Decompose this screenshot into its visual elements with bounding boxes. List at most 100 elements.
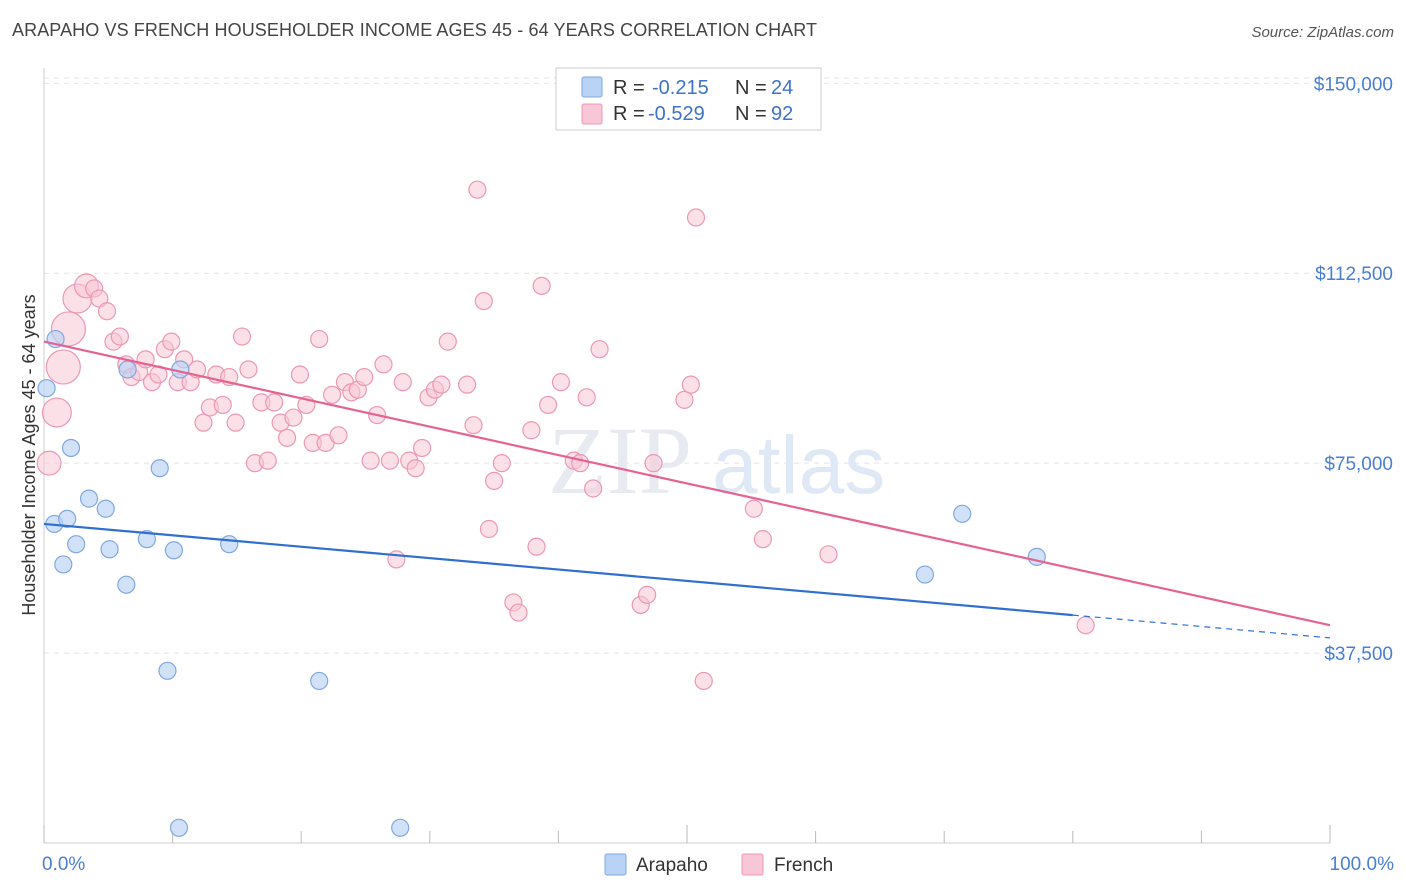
french-point — [532, 276, 551, 296]
arapaho-point — [150, 459, 169, 478]
watermark-atlas: atlas — [712, 420, 885, 511]
french-point — [213, 395, 232, 415]
french-point — [509, 603, 528, 622]
french-point — [527, 537, 546, 556]
bottom-legend-arapaho: Arapaho — [636, 855, 708, 876]
french-point — [686, 208, 706, 227]
x-tick-label: 100.0% — [1330, 854, 1395, 875]
french-point — [819, 545, 838, 564]
legend-r-value: -0.215 — [652, 77, 709, 99]
french-point — [474, 291, 493, 311]
french-point — [393, 373, 412, 392]
legend-n-value: 92 — [771, 103, 793, 125]
french-point — [110, 327, 129, 346]
arapaho-point — [58, 509, 77, 528]
french-point — [162, 332, 181, 351]
arapaho-point — [915, 565, 935, 584]
legend-swatch-arapaho — [581, 76, 603, 98]
french-point — [258, 451, 277, 470]
arapaho-point — [220, 535, 239, 554]
y-tick-label: $37,500 — [1324, 644, 1393, 665]
french-point — [322, 385, 342, 404]
legend-r-label: R = — [613, 103, 645, 125]
french-point — [644, 454, 663, 473]
y-tick-label: $150,000 — [1314, 74, 1393, 95]
arapaho-point — [391, 818, 410, 837]
french-point — [577, 388, 596, 407]
arapaho-series — [37, 329, 1046, 837]
arapaho-point — [61, 438, 81, 458]
french-trend-line — [43, 340, 1331, 627]
legend-n-label: N = — [735, 103, 767, 125]
french-point — [97, 302, 117, 321]
french-point — [1076, 616, 1095, 635]
french-point — [406, 459, 425, 478]
french-point — [485, 471, 504, 490]
chart-title: ARAPAHO VS FRENCH HOUSEHOLDER INCOME AGE… — [12, 20, 818, 40]
french-point — [361, 451, 380, 470]
french-point — [194, 413, 213, 432]
french-point — [584, 479, 603, 498]
french-point — [753, 530, 772, 549]
x-tick-labels: 0.0% 100.0% — [42, 854, 1394, 875]
arapaho-point — [137, 530, 156, 549]
french-point — [744, 499, 763, 518]
french-point — [522, 421, 541, 440]
source-credit: Source: ZipAtlas.com — [1251, 24, 1394, 41]
arapaho-point — [953, 504, 972, 523]
bottom-legend-swatch-arapaho — [604, 853, 627, 876]
arapaho-point — [100, 540, 119, 559]
french-point — [464, 416, 483, 435]
french-point — [412, 438, 432, 458]
french-point — [387, 550, 406, 569]
arapaho-point — [67, 535, 86, 554]
french-point — [329, 426, 348, 445]
french-point — [265, 393, 284, 412]
french-point — [226, 413, 245, 432]
french-point — [310, 329, 329, 349]
french-point — [284, 408, 303, 427]
arapaho-point — [37, 379, 56, 398]
french-point — [492, 454, 511, 473]
arapaho-trend-line — [43, 522, 1073, 617]
bottom-legend: Arapaho French — [604, 853, 833, 876]
watermark: ZIP atlas — [548, 407, 885, 514]
legend-n-value: 24 — [771, 77, 793, 99]
legend-n-label: N = — [735, 77, 767, 99]
french-series — [36, 180, 1095, 691]
x-tick-label: 0.0% — [42, 854, 85, 875]
y-axis-title: Householder Income Ages 45 - 64 years — [19, 294, 39, 615]
french-point — [36, 450, 62, 476]
french-point — [239, 360, 258, 379]
french-point — [694, 671, 713, 691]
french-point — [479, 519, 499, 539]
french-point — [232, 327, 252, 346]
french-point — [590, 340, 609, 359]
arapaho-point — [118, 360, 137, 379]
french-point — [638, 585, 657, 604]
french-point — [41, 397, 72, 428]
french-point — [45, 349, 81, 385]
french-point — [355, 367, 374, 387]
legend-swatch-french — [581, 103, 603, 125]
arapaho-point — [169, 818, 189, 837]
legend: R = -0.215 N = 24 R = -0.529 N = 92 — [555, 67, 822, 131]
french-point — [675, 390, 694, 409]
legend-r-label: R = — [613, 77, 645, 99]
bottom-legend-french: French — [774, 855, 833, 876]
y-tick-labels: $37,500 $75,000 $112,500 $150,000 — [1314, 74, 1393, 665]
arapaho-point — [96, 499, 115, 518]
arapaho-point — [117, 575, 136, 594]
arapaho-point — [79, 489, 99, 508]
legend-r-value: -0.529 — [648, 103, 705, 125]
french-point — [432, 375, 451, 394]
trend-lines — [43, 340, 1331, 639]
arapaho-trend-extension — [1072, 614, 1331, 639]
french-point — [681, 375, 700, 394]
y-tick-label: $75,000 — [1324, 454, 1393, 475]
french-point — [539, 395, 558, 415]
arapaho-point — [164, 541, 183, 560]
arapaho-point — [158, 661, 177, 680]
y-tick-label: $112,500 — [1315, 264, 1393, 285]
